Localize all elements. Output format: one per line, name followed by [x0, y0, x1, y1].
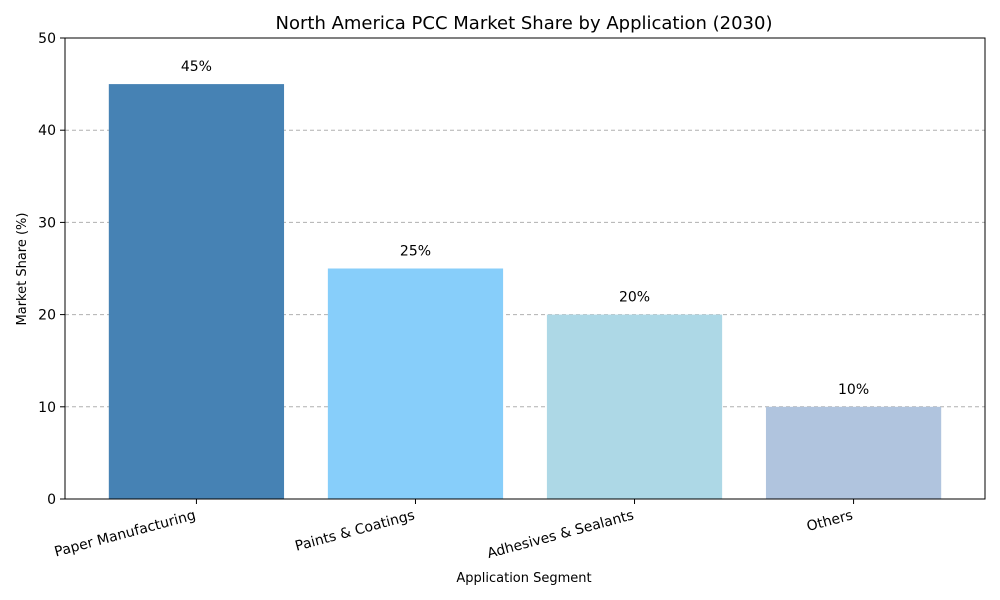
- data-label: 10%: [838, 382, 869, 398]
- y-axis-label: Market Share (%): [15, 213, 30, 326]
- data-label: 45%: [181, 59, 212, 75]
- data-labels: 45% 25% 20% 10%: [181, 59, 869, 398]
- data-label: 25%: [400, 244, 431, 260]
- y-tick-label: 30: [38, 215, 56, 231]
- y-tick-label: 0: [47, 492, 56, 508]
- data-label: 20%: [619, 290, 650, 306]
- y-tick-label: 10: [38, 400, 56, 416]
- bar: [327, 268, 504, 499]
- x-tick-label: Paper Manufacturing: [53, 507, 198, 560]
- x-axis: Paper Manufacturing Paints & Coatings Adhe…: [53, 499, 855, 562]
- bar: [765, 406, 942, 499]
- y-tick-label: 40: [38, 123, 56, 139]
- chart-title: North America PCC Market Share by Applic…: [276, 13, 773, 34]
- x-tick-label: Adhesives & Sealants: [485, 507, 635, 562]
- bar: [108, 84, 285, 499]
- x-axis-label: Application Segment: [456, 571, 591, 586]
- y-axis: 0 10 20 30 40 50: [38, 31, 65, 508]
- y-tick-label: 50: [38, 31, 56, 47]
- plot-frame: [64, 37, 986, 500]
- bars: [108, 84, 942, 499]
- x-tick-label: Others: [805, 507, 855, 535]
- bar: [546, 314, 723, 499]
- x-tick-label: Paints & Coatings: [293, 507, 416, 554]
- y-tick-label: 20: [38, 308, 56, 324]
